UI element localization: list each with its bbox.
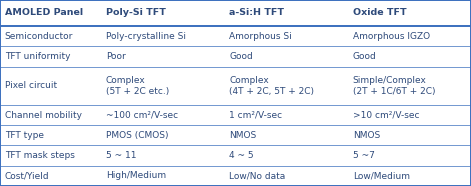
- Text: Poor: Poor: [106, 52, 126, 61]
- Bar: [101, 67, 225, 105]
- Text: PMOS (CMOS): PMOS (CMOS): [106, 131, 169, 140]
- Text: NMOS: NMOS: [353, 131, 380, 140]
- Bar: [101, 166, 225, 186]
- Bar: [348, 67, 471, 105]
- Text: Oxide TFT: Oxide TFT: [353, 9, 406, 17]
- Text: Complex
(4T + 2C, 5T + 2C): Complex (4T + 2C, 5T + 2C): [229, 76, 314, 96]
- Text: Good: Good: [229, 52, 253, 61]
- Bar: [225, 145, 348, 166]
- Text: >10 cm²/V-sec: >10 cm²/V-sec: [353, 110, 419, 120]
- Text: Poly-Si TFT: Poly-Si TFT: [106, 9, 166, 17]
- Bar: [0, 67, 471, 105]
- Bar: [0, 166, 101, 186]
- Bar: [348, 105, 471, 125]
- Bar: [0, 105, 101, 125]
- Bar: [348, 0, 471, 26]
- Text: TFT mask steps: TFT mask steps: [5, 151, 74, 160]
- Bar: [0, 105, 471, 125]
- Bar: [348, 46, 471, 67]
- Text: a-Si:H TFT: a-Si:H TFT: [229, 9, 284, 17]
- Text: NMOS: NMOS: [229, 131, 257, 140]
- Bar: [0, 0, 101, 26]
- Text: Cost/Yield: Cost/Yield: [5, 171, 49, 180]
- Bar: [101, 26, 225, 46]
- Bar: [101, 145, 225, 166]
- Text: Complex
(5T + 2C etc.): Complex (5T + 2C etc.): [106, 76, 169, 96]
- Bar: [101, 125, 225, 145]
- Bar: [101, 46, 225, 67]
- Bar: [0, 166, 471, 186]
- Bar: [0, 46, 101, 67]
- Bar: [225, 26, 348, 46]
- Text: Amorphous Si: Amorphous Si: [229, 32, 292, 41]
- Bar: [225, 125, 348, 145]
- Text: Pixel circuit: Pixel circuit: [5, 81, 57, 90]
- Text: AMOLED Panel: AMOLED Panel: [5, 9, 83, 17]
- Text: Simple/Complex
(2T + 1C/6T + 2C): Simple/Complex (2T + 1C/6T + 2C): [353, 76, 435, 96]
- Bar: [0, 26, 471, 46]
- Text: Amorphous IGZO: Amorphous IGZO: [353, 32, 430, 41]
- Text: Semiconductor: Semiconductor: [5, 32, 73, 41]
- Text: Good: Good: [353, 52, 376, 61]
- Bar: [225, 105, 348, 125]
- Text: 1 cm²/V-sec: 1 cm²/V-sec: [229, 110, 283, 120]
- Text: 5 ~ 11: 5 ~ 11: [106, 151, 137, 160]
- Text: High/Medium: High/Medium: [106, 171, 166, 180]
- Bar: [0, 67, 101, 105]
- Text: TFT type: TFT type: [5, 131, 44, 140]
- Bar: [225, 67, 348, 105]
- Text: Channel mobility: Channel mobility: [5, 110, 81, 120]
- Bar: [225, 46, 348, 67]
- Bar: [0, 145, 101, 166]
- Bar: [348, 26, 471, 46]
- Text: ~100 cm²/V-sec: ~100 cm²/V-sec: [106, 110, 178, 120]
- Bar: [0, 46, 471, 67]
- Text: Low/No data: Low/No data: [229, 171, 285, 180]
- Text: 5 ~7: 5 ~7: [353, 151, 374, 160]
- Text: Low/Medium: Low/Medium: [353, 171, 410, 180]
- Bar: [0, 125, 101, 145]
- Bar: [0, 26, 101, 46]
- Bar: [101, 0, 225, 26]
- Text: 4 ~ 5: 4 ~ 5: [229, 151, 254, 160]
- Text: TFT uniformity: TFT uniformity: [5, 52, 70, 61]
- Bar: [225, 166, 348, 186]
- Bar: [225, 0, 348, 26]
- Bar: [0, 0, 471, 26]
- Bar: [0, 125, 471, 145]
- Bar: [101, 105, 225, 125]
- Bar: [348, 166, 471, 186]
- Bar: [348, 125, 471, 145]
- Bar: [348, 145, 471, 166]
- Bar: [0, 145, 471, 166]
- Text: Poly-crystalline Si: Poly-crystalline Si: [106, 32, 186, 41]
